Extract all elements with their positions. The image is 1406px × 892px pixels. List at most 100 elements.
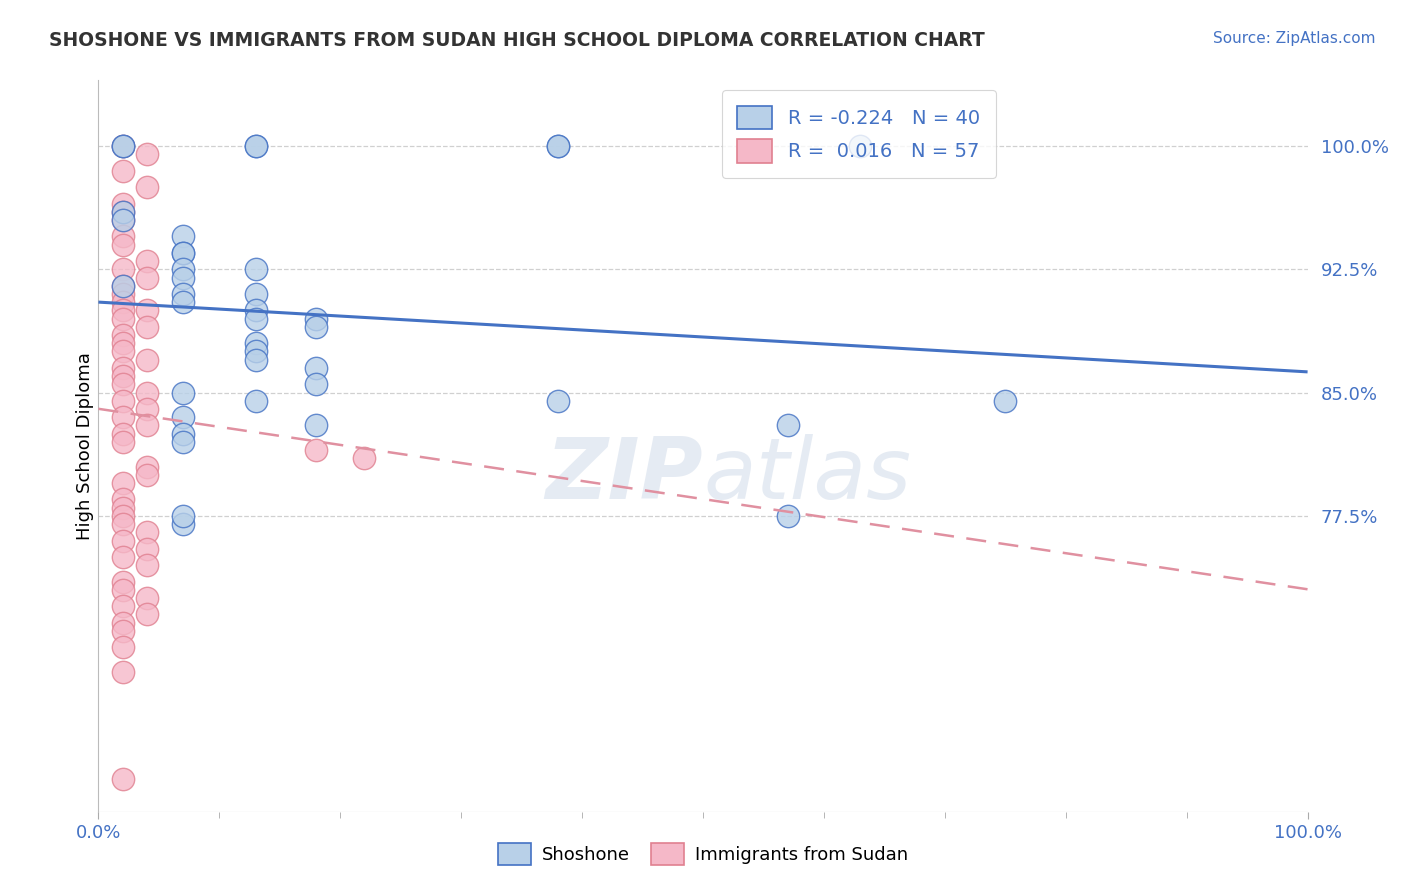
- Point: [135, 319, 157, 334]
- Point: [994, 393, 1017, 408]
- Point: [135, 467, 157, 482]
- Point: [245, 393, 267, 408]
- Point: [776, 418, 799, 433]
- Point: [111, 213, 134, 227]
- Point: [111, 615, 134, 630]
- Point: [111, 517, 134, 532]
- Point: [172, 410, 194, 425]
- Point: [135, 270, 157, 285]
- Point: [111, 311, 134, 326]
- Y-axis label: High School Diploma: High School Diploma: [76, 352, 94, 540]
- Point: [111, 434, 134, 449]
- Point: [111, 360, 134, 375]
- Point: [172, 270, 194, 285]
- Point: [111, 204, 134, 219]
- Point: [111, 599, 134, 614]
- Point: [111, 196, 134, 211]
- Point: [111, 549, 134, 564]
- Point: [245, 311, 267, 326]
- Point: [135, 254, 157, 268]
- Point: [111, 772, 134, 786]
- Point: [172, 295, 194, 310]
- Point: [245, 262, 267, 277]
- Point: [135, 525, 157, 540]
- Point: [111, 508, 134, 523]
- Point: [172, 426, 194, 441]
- Point: [111, 295, 134, 310]
- Point: [135, 558, 157, 573]
- Point: [111, 344, 134, 359]
- Point: [135, 607, 157, 622]
- Point: [111, 303, 134, 318]
- Point: [111, 262, 134, 277]
- Point: [305, 311, 328, 326]
- Point: [305, 443, 328, 458]
- Point: [135, 541, 157, 556]
- Point: [135, 459, 157, 474]
- Point: [111, 237, 134, 252]
- Text: SHOSHONE VS IMMIGRANTS FROM SUDAN HIGH SCHOOL DIPLOMA CORRELATION CHART: SHOSHONE VS IMMIGRANTS FROM SUDAN HIGH S…: [49, 31, 986, 50]
- Point: [111, 393, 134, 408]
- Point: [111, 665, 134, 679]
- Point: [172, 262, 194, 277]
- Point: [245, 336, 267, 351]
- Point: [111, 492, 134, 507]
- Point: [111, 624, 134, 638]
- Point: [172, 229, 194, 244]
- Point: [245, 139, 267, 153]
- Point: [135, 180, 157, 194]
- Point: [111, 139, 134, 153]
- Point: [111, 426, 134, 441]
- Point: [135, 303, 157, 318]
- Point: [305, 377, 328, 392]
- Legend: R = -0.224   N = 40, R =  0.016   N = 57: R = -0.224 N = 40, R = 0.016 N = 57: [721, 90, 995, 178]
- Point: [172, 434, 194, 449]
- Point: [111, 640, 134, 655]
- Point: [111, 139, 134, 153]
- Legend: Shoshone, Immigrants from Sudan: Shoshone, Immigrants from Sudan: [491, 836, 915, 872]
- Point: [111, 336, 134, 351]
- Point: [135, 418, 157, 433]
- Point: [135, 352, 157, 367]
- Point: [245, 287, 267, 301]
- Point: [111, 287, 134, 301]
- Text: Source: ZipAtlas.com: Source: ZipAtlas.com: [1212, 31, 1375, 46]
- Point: [111, 582, 134, 597]
- Point: [305, 418, 328, 433]
- Point: [245, 344, 267, 359]
- Point: [547, 393, 569, 408]
- Point: [245, 303, 267, 318]
- Point: [135, 385, 157, 400]
- Point: [111, 139, 134, 153]
- Point: [172, 287, 194, 301]
- Point: [111, 377, 134, 392]
- Point: [547, 139, 569, 153]
- Point: [547, 139, 569, 153]
- Point: [111, 533, 134, 548]
- Point: [111, 229, 134, 244]
- Point: [111, 500, 134, 515]
- Point: [111, 278, 134, 293]
- Point: [111, 213, 134, 227]
- Point: [135, 147, 157, 161]
- Point: [172, 245, 194, 260]
- Point: [111, 475, 134, 490]
- Point: [111, 410, 134, 425]
- Point: [111, 278, 134, 293]
- Point: [172, 508, 194, 523]
- Text: ZIP: ZIP: [546, 434, 703, 516]
- Point: [135, 591, 157, 605]
- Point: [111, 328, 134, 343]
- Point: [245, 139, 267, 153]
- Point: [776, 508, 799, 523]
- Point: [305, 319, 328, 334]
- Point: [172, 245, 194, 260]
- Point: [172, 517, 194, 532]
- Point: [111, 369, 134, 384]
- Point: [172, 385, 194, 400]
- Point: [111, 204, 134, 219]
- Point: [353, 451, 375, 466]
- Point: [245, 352, 267, 367]
- Point: [135, 402, 157, 417]
- Text: atlas: atlas: [703, 434, 911, 516]
